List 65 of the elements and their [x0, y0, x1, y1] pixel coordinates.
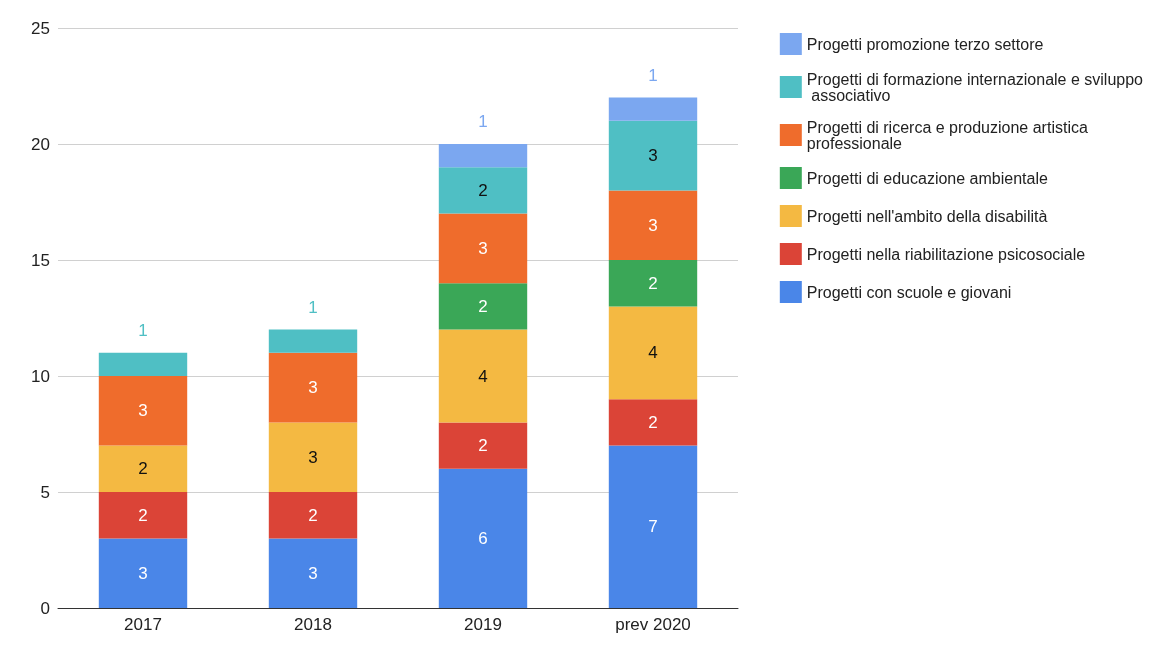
data-label: 1 — [648, 65, 658, 85]
bar — [98, 445, 188, 492]
data-label: 1 — [308, 297, 318, 317]
data-label: 3 — [308, 378, 318, 398]
y-tick-label: 0 — [40, 598, 50, 618]
data-label: 3 — [648, 146, 658, 166]
bar — [608, 190, 698, 260]
y-tick-label: 5 — [40, 482, 50, 502]
legend-label: Progetti promozione terzo settore — [806, 35, 1044, 53]
bar — [268, 422, 358, 492]
bar — [98, 492, 188, 539]
bar — [98, 376, 188, 446]
data-label: 2 — [308, 505, 318, 525]
data-label: 1 — [478, 112, 488, 131]
bar — [608, 445, 698, 608]
data-label: 2 — [138, 505, 148, 525]
data-label: 2 — [478, 296, 488, 316]
bar — [438, 283, 528, 330]
legend-label: Progetti nell'ambito della disabilità — [806, 207, 1048, 225]
data-label: 2 — [648, 412, 658, 432]
data-label: 2 — [478, 436, 488, 456]
data-label: 2 — [478, 180, 488, 200]
x-tick-label: 2018 — [294, 615, 332, 634]
y-tick-label: 20 — [31, 134, 50, 154]
y-tick-label: 25 — [31, 18, 50, 38]
bar — [438, 329, 528, 423]
bar — [438, 213, 528, 284]
bar — [438, 468, 528, 608]
data-label: 1 — [138, 320, 148, 340]
data-label: 3 — [308, 447, 318, 467]
data-label: 2 — [648, 273, 658, 293]
data-label: 7 — [648, 517, 658, 537]
bar — [268, 492, 358, 539]
data-label: 3 — [138, 401, 148, 421]
bar — [608, 306, 698, 400]
legend-label: Progetti con scuole e giovani — [806, 283, 1012, 301]
data-label: 2 — [138, 459, 148, 479]
data-label: 3 — [648, 215, 658, 235]
y-tick-label: 15 — [31, 250, 50, 270]
data-label: 3 — [478, 238, 488, 258]
x-tick-label: 2019 — [464, 615, 502, 634]
x-tick-label: 2017 — [124, 615, 162, 634]
data-label: 3 — [308, 563, 318, 583]
data-label: 3 — [138, 563, 148, 583]
bar — [438, 422, 528, 469]
data-label: 4 — [648, 343, 658, 363]
legend-label: Progetti di formazione internazionale e sviluppo associativo — [806, 70, 1144, 104]
bar — [608, 120, 698, 191]
bar — [268, 352, 358, 423]
y-tick-label: 10 — [31, 366, 50, 386]
bar — [98, 538, 188, 608]
data-label: 6 — [478, 528, 488, 548]
legend-label: Progetti di ricerca e produzione artistica professionale — [806, 118, 1093, 152]
bar — [438, 167, 528, 214]
legend-label: Progetti nella riabilitazione psicosociale — [806, 245, 1086, 263]
bar — [608, 97, 698, 121]
bar — [608, 260, 698, 307]
bar — [438, 144, 528, 168]
data-label: 4 — [478, 366, 488, 386]
legend-label: Progetti di educazione ambientale — [806, 169, 1048, 187]
bar — [268, 329, 358, 353]
bar — [98, 352, 188, 376]
bar — [268, 538, 358, 608]
x-tick-label: prev 2020 — [615, 615, 691, 634]
bar — [608, 399, 698, 446]
